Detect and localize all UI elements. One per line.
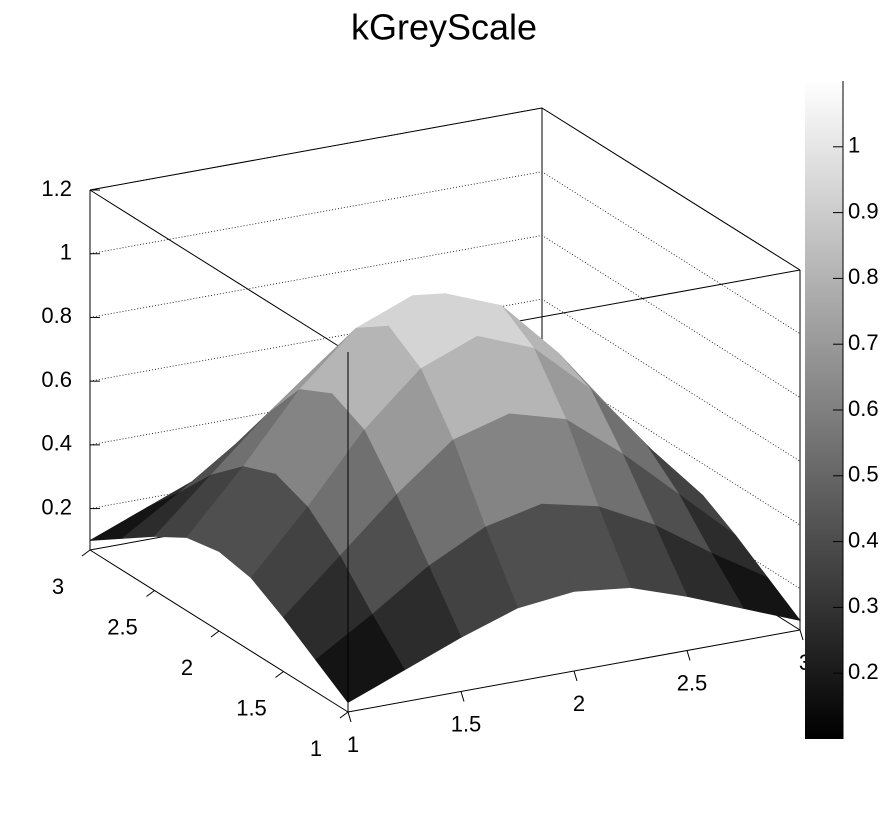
z-tick-label: 0.4 <box>41 431 72 456</box>
y-tick-label: 2 <box>181 655 193 680</box>
colorbar-tick-label: 0.9 <box>848 198 879 223</box>
x-tick <box>799 629 804 641</box>
z-tick-label: 0.6 <box>41 367 72 392</box>
y-tick-label: 1.5 <box>236 695 267 720</box>
x-tick-label: 1 <box>347 732 359 757</box>
x-tick <box>573 670 578 682</box>
box-edge <box>89 189 349 353</box>
grid-line <box>89 298 801 462</box>
y-tick <box>146 590 155 597</box>
chart-title: kGreyScale <box>351 7 537 48</box>
y-tick <box>210 630 220 638</box>
x-tick-label: 2.5 <box>677 670 708 695</box>
x-tick-label: 1.5 <box>451 711 482 736</box>
x-tick <box>347 711 352 723</box>
colorbar-tick-label: 1 <box>848 133 860 158</box>
y-tick <box>339 711 349 719</box>
y-tick-label: 3 <box>52 574 64 599</box>
y-tick <box>81 549 91 557</box>
colorbar-tick-label: 0.8 <box>848 264 879 289</box>
y-tick-label: 2.5 <box>107 614 138 639</box>
y-tick <box>275 671 284 678</box>
grid-line <box>89 171 801 335</box>
grid-line <box>89 235 801 398</box>
colorbar-tick-label: 0.6 <box>848 396 879 421</box>
colorbar-tick-label: 0.2 <box>848 659 879 684</box>
x-tick <box>460 691 465 702</box>
box-edge <box>89 107 543 191</box>
x-tick-label: 2 <box>573 691 585 716</box>
y-tick-label: 1 <box>310 736 322 761</box>
z-tick-label: 0.8 <box>41 303 72 328</box>
z-tick-label: 1.2 <box>41 176 72 201</box>
colorbar-tick-label: 0.5 <box>848 462 879 487</box>
surface-cell <box>315 613 406 703</box>
z-tick-label: 1 <box>60 240 72 265</box>
grid-line <box>89 107 801 271</box>
colorbar-tick-label: 0.3 <box>848 593 879 618</box>
x-tick <box>686 650 691 661</box>
colorbar-tick-label: 0.7 <box>848 330 879 355</box>
box-edge <box>541 107 801 271</box>
z-tick-label: 0.2 <box>41 494 72 519</box>
colorbar-tick-label: 0.4 <box>848 527 879 552</box>
